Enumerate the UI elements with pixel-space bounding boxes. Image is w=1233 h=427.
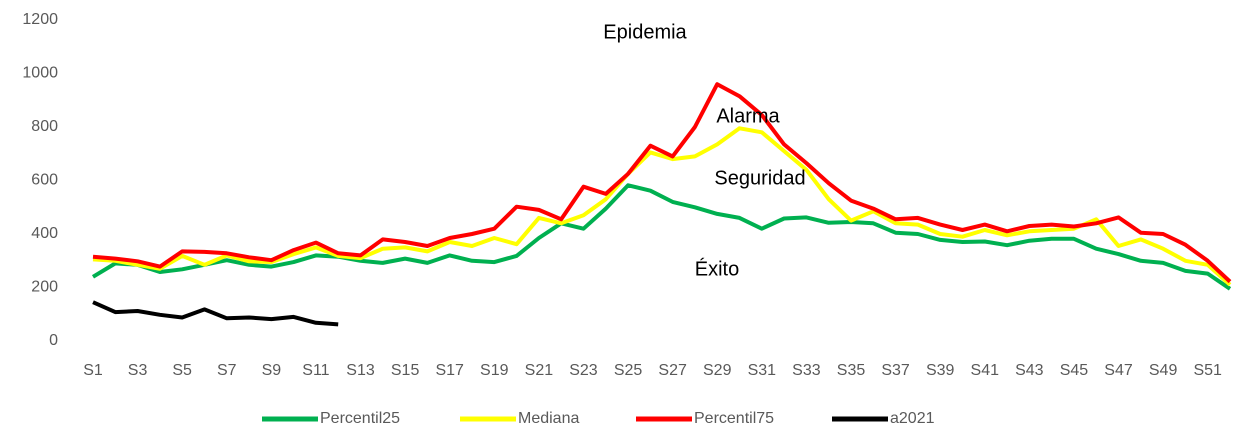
x-tick-label: S33 xyxy=(792,362,821,379)
x-tick-label: S25 xyxy=(614,362,643,379)
legend-label: Mediana xyxy=(518,410,579,427)
x-tick-label: S19 xyxy=(480,362,509,379)
x-tick-label: S11 xyxy=(302,362,329,379)
x-tick-label: S43 xyxy=(1015,362,1044,379)
legend-label: a2021 xyxy=(890,410,935,427)
y-tick-label: 1200 xyxy=(22,11,58,28)
x-tick-label: S7 xyxy=(217,362,237,379)
line-series xyxy=(92,300,339,327)
x-tick-label: S35 xyxy=(837,362,866,379)
legend-label: Percentil25 xyxy=(320,410,400,427)
x-tick-label: S37 xyxy=(881,362,910,379)
x-tick-label: S45 xyxy=(1060,362,1089,379)
line-series xyxy=(92,82,1232,284)
x-tick-label: S1 xyxy=(83,362,103,379)
x-tick-label: S3 xyxy=(128,362,148,379)
annotation: Epidemia xyxy=(603,21,687,43)
x-tick-label: S17 xyxy=(435,362,464,379)
x-tick-label: S29 xyxy=(703,362,732,379)
x-tick-label: S41 xyxy=(971,362,1000,379)
x-tick-label: S21 xyxy=(525,362,554,379)
y-tick-label: 400 xyxy=(31,225,58,242)
x-tick-label: S49 xyxy=(1149,362,1178,379)
x-tick-label: S51 xyxy=(1193,362,1222,379)
x-tick-label: S15 xyxy=(391,362,420,379)
legend-label: Percentil75 xyxy=(694,410,774,427)
x-tick-label: S39 xyxy=(926,362,955,379)
y-tick-label: 1000 xyxy=(22,65,58,82)
y-tick-label: 600 xyxy=(31,172,58,189)
x-tick-label: S27 xyxy=(658,362,687,379)
line-series xyxy=(91,183,1232,291)
annotation: Éxito xyxy=(695,257,739,280)
annotation: Seguridad xyxy=(714,167,805,189)
y-tick-label: 200 xyxy=(31,279,58,296)
x-tick-label: S5 xyxy=(172,362,192,379)
x-tick-label: S47 xyxy=(1104,362,1133,379)
x-tick-label: S13 xyxy=(346,362,375,379)
line-series xyxy=(92,126,1232,287)
annotation: Alarma xyxy=(716,105,780,127)
x-tick-label: S31 xyxy=(748,362,777,379)
x-tick-label: S23 xyxy=(569,362,598,379)
y-tick-label: 800 xyxy=(31,118,58,135)
x-tick-label: S9 xyxy=(262,362,282,379)
y-tick-label: 0 xyxy=(49,332,58,349)
